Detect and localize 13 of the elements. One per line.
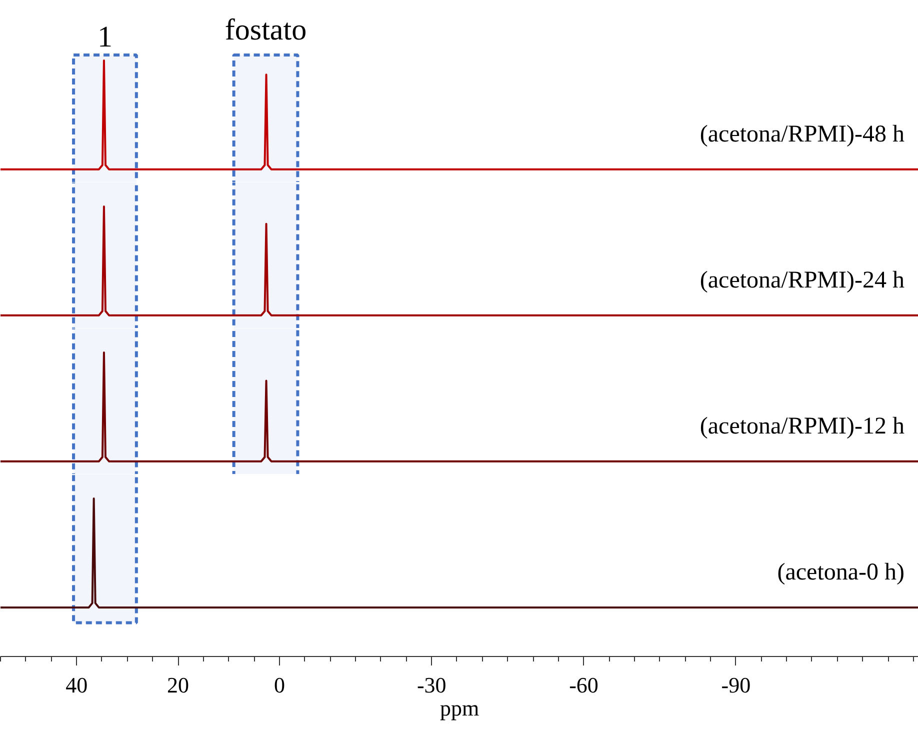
series-label: (acetona/RPMI)-24 h [700, 268, 904, 294]
x-tick-label: -30 [416, 672, 446, 698]
x-tick-label: 20 [167, 672, 190, 698]
x-tick-label: 0 [274, 672, 285, 698]
series-label: (acetona/RPMI)-12 h [700, 414, 904, 440]
x-tick-label: 40 [66, 672, 88, 698]
series-label: (acetona/RPMI)-48 h [700, 122, 904, 148]
band-label: fostato [224, 13, 307, 46]
x-tick-label: -90 [721, 672, 751, 698]
series-label: (acetona-0 h) [777, 560, 905, 586]
x-tick-label: -60 [569, 672, 598, 698]
band-label: 1 [97, 20, 112, 54]
x-axis-title: ppm [440, 696, 480, 720]
